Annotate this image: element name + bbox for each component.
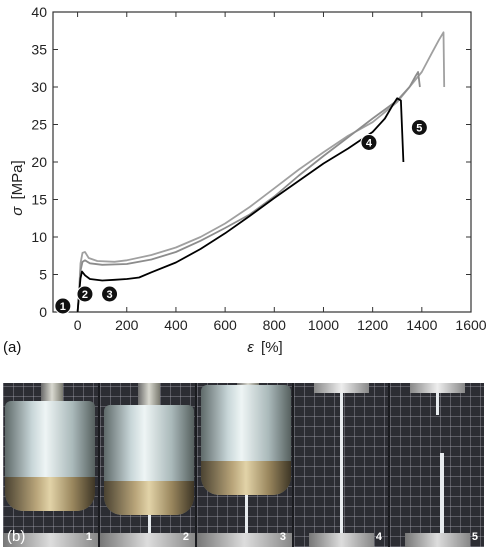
x-tick-label: 0: [74, 317, 82, 333]
y-tick-label: 30: [31, 79, 47, 95]
x-axis-unit: [%]: [261, 339, 283, 356]
stage-marker-label: 2: [82, 289, 88, 301]
x-axis-title: ε [%]: [247, 339, 282, 356]
x-tick-label: 400: [164, 317, 188, 333]
x-tick-label: 1400: [406, 317, 437, 333]
stage-marker-label: 4: [366, 138, 373, 150]
x-axis-symbol: ε: [247, 339, 254, 356]
photo-1-label: 1: [85, 531, 92, 543]
y-tick-label: 20: [31, 154, 47, 170]
x-tick-label: 1600: [455, 317, 486, 333]
stage-marker-3: 3: [101, 285, 119, 303]
stage-marker-2: 2: [76, 285, 94, 303]
stress-strain-chart: 0 200 400 600 800 1000 1200 1400 160005101520253…: [3, 4, 487, 356]
stage-marker-circle: [360, 134, 378, 151]
photo-stage-3: 3: [197, 383, 292, 547]
stage-marker-label: 1: [60, 301, 66, 313]
y-axis-unit: [MPa]: [9, 160, 26, 199]
stage-marker-label: 3: [106, 289, 112, 301]
panel-b-label: (b): [7, 528, 26, 545]
y-tick-label: 35: [31, 42, 47, 58]
x-tick-label: 1000: [308, 317, 339, 333]
photo-2-label: 2: [182, 531, 189, 543]
photo-stage-4: 4: [294, 383, 388, 547]
series-line-2: [76, 71, 421, 313]
y-tick-label: 0: [39, 304, 47, 320]
series-line-3: [76, 97, 405, 313]
x-tick-label: 600: [213, 317, 237, 333]
stage-marker-4: 4: [360, 134, 378, 151]
stage-marker-circle: [101, 285, 119, 303]
photo-stage-1: 1: [3, 383, 98, 547]
photo-4-label: 4: [375, 531, 382, 543]
stage-marker-1: 1: [54, 297, 72, 315]
y-tick-label: 25: [31, 117, 47, 133]
y-tick-label: 15: [31, 192, 47, 208]
plot-area-frame: [52, 11, 472, 313]
stage-marker-circle: [54, 297, 72, 315]
stage-marker-5: 5: [410, 119, 428, 136]
y-tick-label: 10: [31, 229, 47, 245]
x-tick-label: 200: [115, 317, 139, 333]
photo-stage-5: 5: [390, 383, 484, 547]
y-axis-title: σ [MPa]: [9, 160, 26, 215]
stage-marker-circle: [410, 119, 428, 136]
panel-a-label: (a): [3, 339, 21, 356]
photo-stage-2: 2: [100, 383, 195, 547]
y-tick-label: 40: [31, 4, 47, 20]
y-tick-label: 5: [39, 267, 47, 283]
photo-3-label: 3: [279, 531, 286, 543]
stage-marker-label: 5: [416, 123, 422, 135]
stage-marker-circle: [76, 285, 94, 303]
photo-strip: 1 2 3 4 5 (b): [3, 383, 484, 547]
series-line-1: [76, 31, 446, 313]
y-axis-symbol: σ: [9, 206, 26, 216]
x-tick-label: 800: [263, 317, 287, 333]
photo-5-label: 5: [471, 531, 478, 543]
x-tick-label: 1200: [357, 317, 388, 333]
